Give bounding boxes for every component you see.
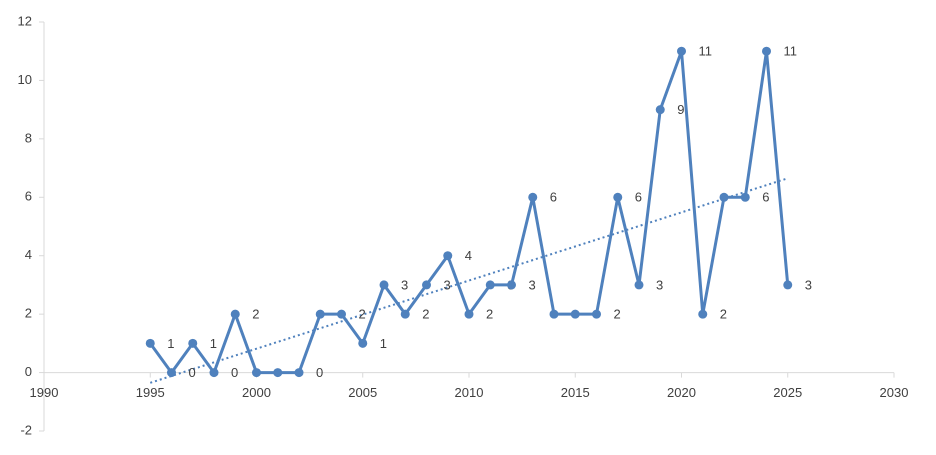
data-point (677, 46, 686, 56)
data-label: 3 (444, 277, 451, 292)
x-tick-label: 1995 (136, 385, 165, 400)
data-label: 6 (550, 190, 557, 205)
x-tick-label: 2030 (880, 385, 909, 400)
data-point (358, 338, 368, 348)
data-point (634, 280, 644, 290)
data-label: 3 (656, 277, 663, 292)
x-tick-label: 2025 (773, 385, 802, 400)
y-tick-label: -2 (20, 422, 32, 437)
data-label: 11 (784, 44, 798, 59)
data-label: 4 (465, 248, 472, 263)
data-point (422, 280, 431, 290)
data-point (252, 368, 261, 378)
data-label: 3 (401, 277, 408, 292)
data-label: 0 (231, 365, 238, 380)
y-tick-label: 8 (25, 130, 32, 145)
x-tick-label: 2015 (561, 385, 590, 400)
x-tick-label: 2005 (348, 385, 377, 400)
data-label: 2 (359, 307, 366, 322)
data-label: 11 (699, 44, 713, 59)
data-label: 6 (762, 190, 769, 205)
y-tick-label: 0 (25, 364, 32, 379)
data-point (507, 280, 516, 290)
data-label: 3 (529, 277, 536, 292)
data-point (719, 192, 729, 202)
data-point (740, 192, 750, 202)
trendline (149, 177, 789, 384)
x-tick-label: 2010 (455, 385, 484, 400)
y-tick-label: 2 (25, 306, 32, 321)
data-label: 1 (167, 336, 174, 351)
data-point (145, 338, 155, 348)
x-tick-label: 1990 (30, 385, 59, 400)
data-label: 1 (210, 336, 217, 351)
y-tick-label: 12 (18, 13, 32, 28)
data-label: 2 (422, 307, 429, 322)
x-tick-label: 2020 (667, 385, 696, 400)
data-point (273, 368, 283, 378)
data-label: 2 (252, 307, 259, 322)
data-point (337, 309, 346, 319)
data-label: 0 (189, 365, 196, 380)
y-tick-label: 4 (25, 247, 32, 262)
x-tick-label: 2000 (242, 385, 271, 400)
data-point (188, 338, 198, 348)
data-point (698, 309, 708, 319)
data-point (783, 280, 793, 290)
y-tick-label: 10 (18, 72, 32, 87)
data-point (230, 309, 240, 319)
y-tick-label: 6 (25, 189, 32, 204)
data-label: 2 (720, 307, 727, 322)
data-point (570, 309, 580, 319)
data-label: 2 (486, 307, 493, 322)
data-point (655, 105, 665, 115)
data-point (592, 309, 601, 319)
data-point (379, 280, 389, 290)
data-point (400, 309, 410, 319)
data-point (549, 309, 559, 319)
data-label: 1 (380, 336, 387, 351)
series-line (149, 49, 790, 375)
data-point (443, 251, 453, 261)
data-point (528, 192, 538, 202)
data-label: 2 (614, 307, 621, 322)
data-point (315, 309, 325, 319)
data-point (209, 368, 219, 378)
data-point (167, 368, 176, 378)
data-point (613, 192, 623, 202)
data-label: 3 (805, 277, 812, 292)
data-point (464, 309, 474, 319)
data-label: 9 (677, 102, 684, 117)
data-label: 0 (316, 365, 323, 380)
data-point (485, 280, 495, 290)
data-label: 6 (635, 190, 642, 205)
data-point (762, 46, 771, 56)
data-point (294, 368, 304, 378)
